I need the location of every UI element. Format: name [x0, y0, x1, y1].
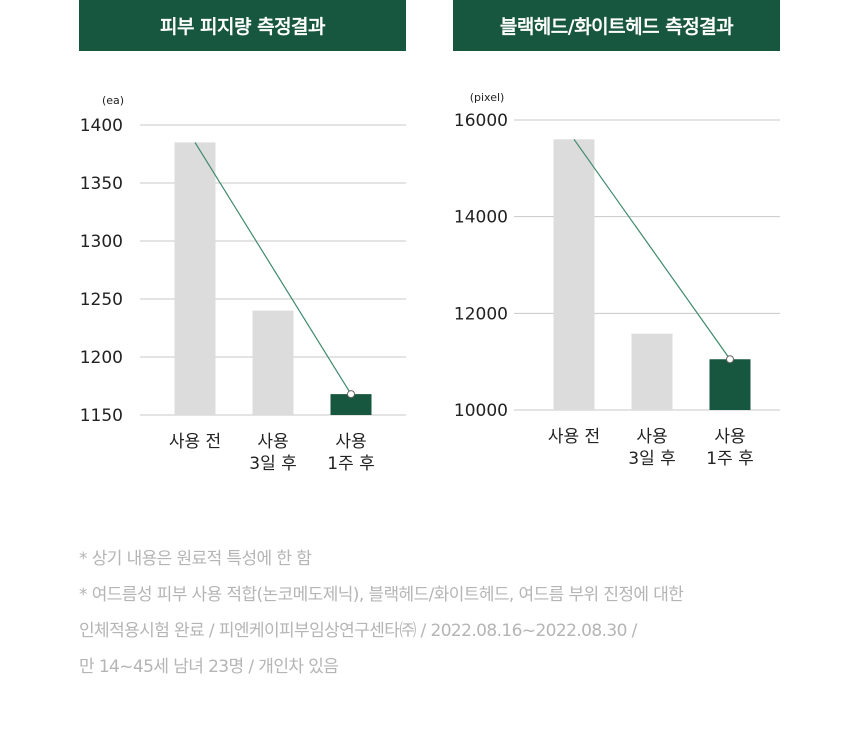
y-tick-label: 1350: [80, 174, 123, 194]
y-tick-label: 1300: [80, 232, 123, 252]
bar: [709, 359, 751, 410]
trend-end-marker: [726, 355, 734, 364]
bar: [174, 142, 216, 415]
trend-line: [194, 142, 352, 395]
y-tick-label: 1200: [80, 348, 123, 368]
y-tick-label: 1400: [80, 116, 123, 136]
y-tick-label: 1150: [80, 406, 123, 426]
bar: [631, 333, 673, 410]
x-category-label: 사용: [714, 427, 745, 447]
chart-title-blackhead: 블랙헤드/화이트헤드 측정결과: [453, 0, 780, 51]
x-category-label: 사용: [257, 432, 288, 452]
x-category-label: 1주 후: [706, 449, 754, 469]
bar: [553, 139, 595, 411]
footnote-line: 인체적용시험 완료 / 피엔케이피부임상연구센타㈜ / 2022.08.16~2…: [79, 621, 637, 641]
x-category-label: 사용: [636, 427, 667, 447]
footnote-line: 만 14~45세 남녀 23명 / 개인차 있음: [79, 657, 339, 677]
bar: [252, 310, 294, 415]
trend-line: [573, 138, 731, 360]
y-tick-label: 16000: [454, 111, 508, 131]
y-tick-label: 14000: [454, 208, 508, 228]
x-category-label: 3일 후: [249, 454, 297, 474]
footnote-line: * 상기 내용은 원료적 특성에 한 함: [79, 549, 312, 569]
y-tick-label: 1250: [80, 290, 123, 310]
x-category-label: 3일 후: [628, 449, 676, 469]
y-tick-label: 12000: [454, 304, 508, 324]
x-category-label: 사용 전: [548, 427, 600, 447]
trend-end-marker: [347, 390, 355, 399]
footnote-line: * 여드름성 피부 사용 적합(논코메도제닉), 블랙헤드/화이트헤드, 여드름…: [79, 585, 684, 605]
y-axis-unit-label: (ea): [102, 94, 124, 107]
x-category-label: 사용: [335, 432, 366, 452]
x-category-label: 사용 전: [169, 432, 221, 452]
x-category-label: 1주 후: [327, 454, 375, 474]
bar: [330, 394, 372, 415]
footnotes: * 상기 내용은 원료적 특성에 한 함 * 여드름성 피부 사용 적합(논코메…: [79, 541, 799, 685]
chart-title-sebum: 피부 피지량 측정결과: [79, 0, 406, 51]
y-tick-label: 10000: [454, 401, 508, 421]
y-axis-unit-label: (pixel): [470, 91, 505, 104]
